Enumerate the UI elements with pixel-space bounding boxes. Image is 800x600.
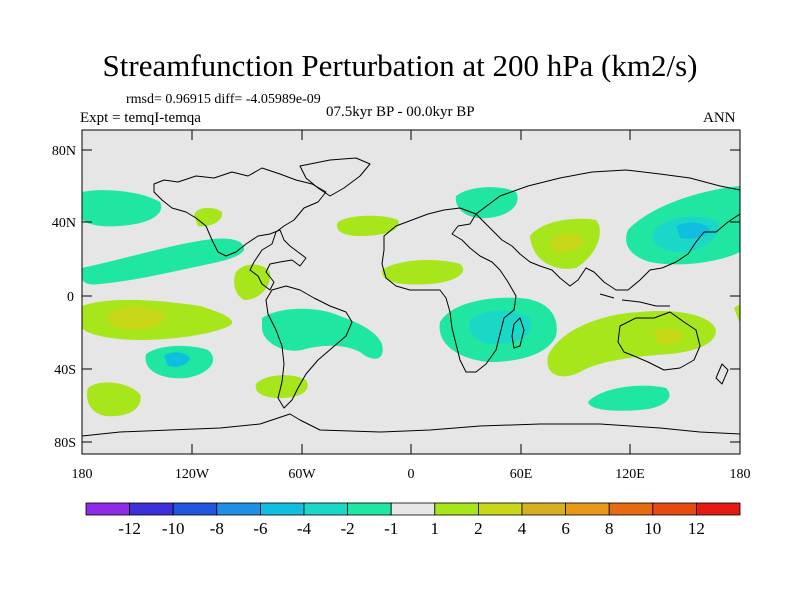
colorbar-label: 4 xyxy=(518,519,527,538)
colorbar-swatch xyxy=(652,502,697,516)
lat-label: 0 xyxy=(67,290,74,305)
lat-label: 80N xyxy=(52,144,76,159)
colorbar-label: -6 xyxy=(253,519,267,538)
lon-tick-marks xyxy=(81,130,741,454)
coast-australia xyxy=(617,311,701,371)
lon-label: 120E xyxy=(615,467,645,482)
contour-tropical-pacific xyxy=(82,238,245,285)
colorbar-swatch xyxy=(696,502,741,516)
contour-north-pacific xyxy=(82,190,162,227)
lat-label: 40S xyxy=(54,363,76,378)
colorbar-swatch xyxy=(565,502,610,516)
lon-label: 60E xyxy=(510,467,533,482)
coast-greenland xyxy=(299,157,371,197)
contour-east-edge xyxy=(734,304,740,324)
map-title: Streamfunction Perturbation at 200 hPa (… xyxy=(102,48,698,83)
lon-label: 0 xyxy=(408,467,415,482)
experiment-label: Expt = temqI-temqa xyxy=(80,110,201,126)
colorbar-labels: -12 -10 -8 -6 -4 -2 -1 1 2 4 6 8 10 12 xyxy=(118,519,705,538)
core-indian xyxy=(469,310,532,344)
contour-atlantic-north xyxy=(336,215,399,236)
colorbar-swatch xyxy=(129,502,174,516)
lon-label: 180 xyxy=(730,467,751,482)
lat-label: 80S xyxy=(54,436,76,451)
colorbar-swatch xyxy=(259,502,305,516)
coast-antarctica xyxy=(82,413,740,437)
core-south-pacific-west xyxy=(108,306,166,330)
contour-patagonia xyxy=(255,375,308,398)
coastlines xyxy=(82,157,740,437)
coast-asia xyxy=(475,169,740,291)
colorbar-label: -12 xyxy=(118,519,141,538)
colorbar-label: 2 xyxy=(474,519,483,538)
colorbar-swatch xyxy=(477,502,523,516)
colorbar-label: 8 xyxy=(605,519,614,538)
coast-indonesia xyxy=(599,293,670,307)
period-label: 07.5kyr BP - 00.0kyr BP xyxy=(326,104,475,120)
contour-sahara xyxy=(381,260,464,285)
contour-mexico xyxy=(234,264,271,300)
colorbar-swatch xyxy=(172,502,218,516)
lon-label: 120W xyxy=(175,467,210,482)
colorbar-swatch xyxy=(390,502,436,516)
contour-south-pacific-far xyxy=(86,382,141,417)
colorbar-swatch xyxy=(608,502,654,516)
colorbar xyxy=(85,502,741,516)
coast-madagascar xyxy=(511,317,525,349)
colorbar-label: -10 xyxy=(162,519,185,538)
colorbar-label: -2 xyxy=(341,519,355,538)
coast-new-zealand xyxy=(715,363,729,385)
contour-australia xyxy=(547,310,716,377)
core-south-pacific xyxy=(164,352,190,367)
colorbar-swatch xyxy=(216,502,261,516)
season-label: ANN xyxy=(703,110,736,126)
lat-tick-marks xyxy=(82,149,740,443)
core-asia xyxy=(551,233,584,253)
colorbar-swatch xyxy=(521,502,566,516)
contour-south-indian-east xyxy=(588,385,670,411)
coast-north-america xyxy=(153,167,327,291)
colorbar-label: 12 xyxy=(688,519,705,538)
lat-label: 40N xyxy=(52,216,76,231)
colorbar-label: -8 xyxy=(210,519,224,538)
lon-label: 180 xyxy=(72,467,93,482)
colorbar-swatch xyxy=(85,502,130,516)
lon-label: 60W xyxy=(288,467,316,482)
colorbar-swatch xyxy=(434,502,479,516)
stats-label: rmsd= 0.96915 diff= -4.05989e-09 xyxy=(126,92,321,107)
core-australia xyxy=(654,328,684,345)
colorbar-swatch xyxy=(347,502,392,516)
colorbar-label: 10 xyxy=(644,519,661,538)
contour-south-atlantic xyxy=(262,308,383,359)
colorbar-label: -1 xyxy=(384,519,398,538)
contour-fill-layer xyxy=(82,157,740,437)
colorbar-label: 1 xyxy=(431,519,440,538)
colorbar-swatch xyxy=(303,502,348,516)
coast-south-america xyxy=(265,285,353,409)
colorbar-label: -4 xyxy=(297,519,312,538)
colorbar-label: 6 xyxy=(561,519,570,538)
